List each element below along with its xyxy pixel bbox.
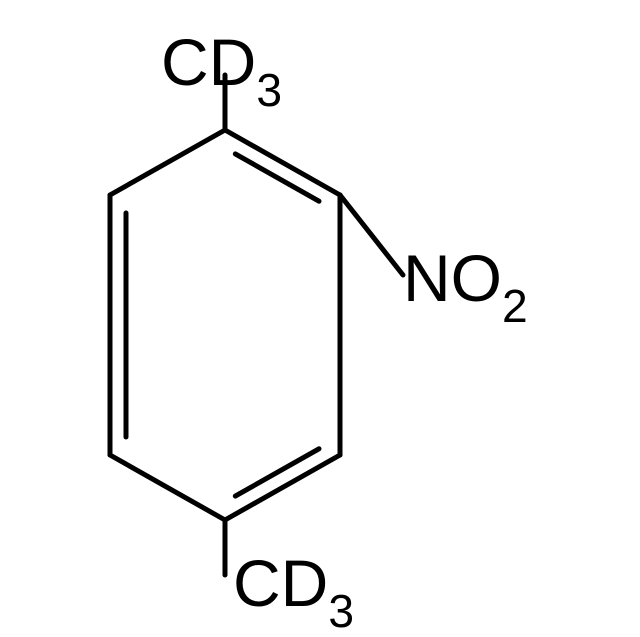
cd3-bot-main: CD	[233, 546, 328, 620]
no2-main: NO	[403, 241, 502, 315]
molecule-diagram	[0, 0, 640, 635]
cd3-bot-sub: 3	[328, 585, 354, 637]
no2-sub: 2	[502, 280, 528, 332]
cd3-top-main: CD	[161, 25, 256, 99]
label-cd3-top: CD3	[161, 24, 282, 110]
cd3-top-sub: 3	[256, 64, 282, 116]
label-no2: NO2	[403, 240, 528, 326]
label-cd3-bot: CD3	[233, 545, 354, 631]
